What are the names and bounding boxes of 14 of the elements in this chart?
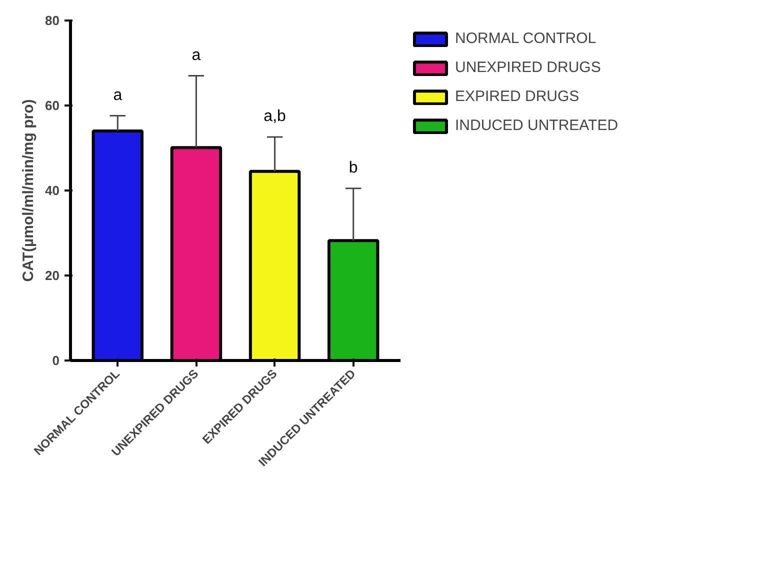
annotation: a,b <box>264 108 286 126</box>
y-tick-label: 0 <box>52 353 60 368</box>
legend-label: EXPIRED DRUGS <box>455 88 580 105</box>
annotation: a <box>113 86 122 104</box>
y-tick-label: 60 <box>45 98 60 113</box>
legend-label: UNEXPIRED DRUGS <box>455 59 601 76</box>
annotation: b <box>348 159 358 176</box>
y-axis-title: CAT(µmol/ml/min/mg pro) <box>20 99 38 282</box>
y-tick-label: 80 <box>45 13 60 28</box>
legend-label: NORMAL CONTROL <box>455 30 596 47</box>
y-tick-label: 40 <box>45 183 60 198</box>
annotation: a <box>192 46 201 64</box>
y-tick-label: 20 <box>45 268 60 283</box>
legend-label: INDUCED UNTREATED <box>455 117 618 134</box>
